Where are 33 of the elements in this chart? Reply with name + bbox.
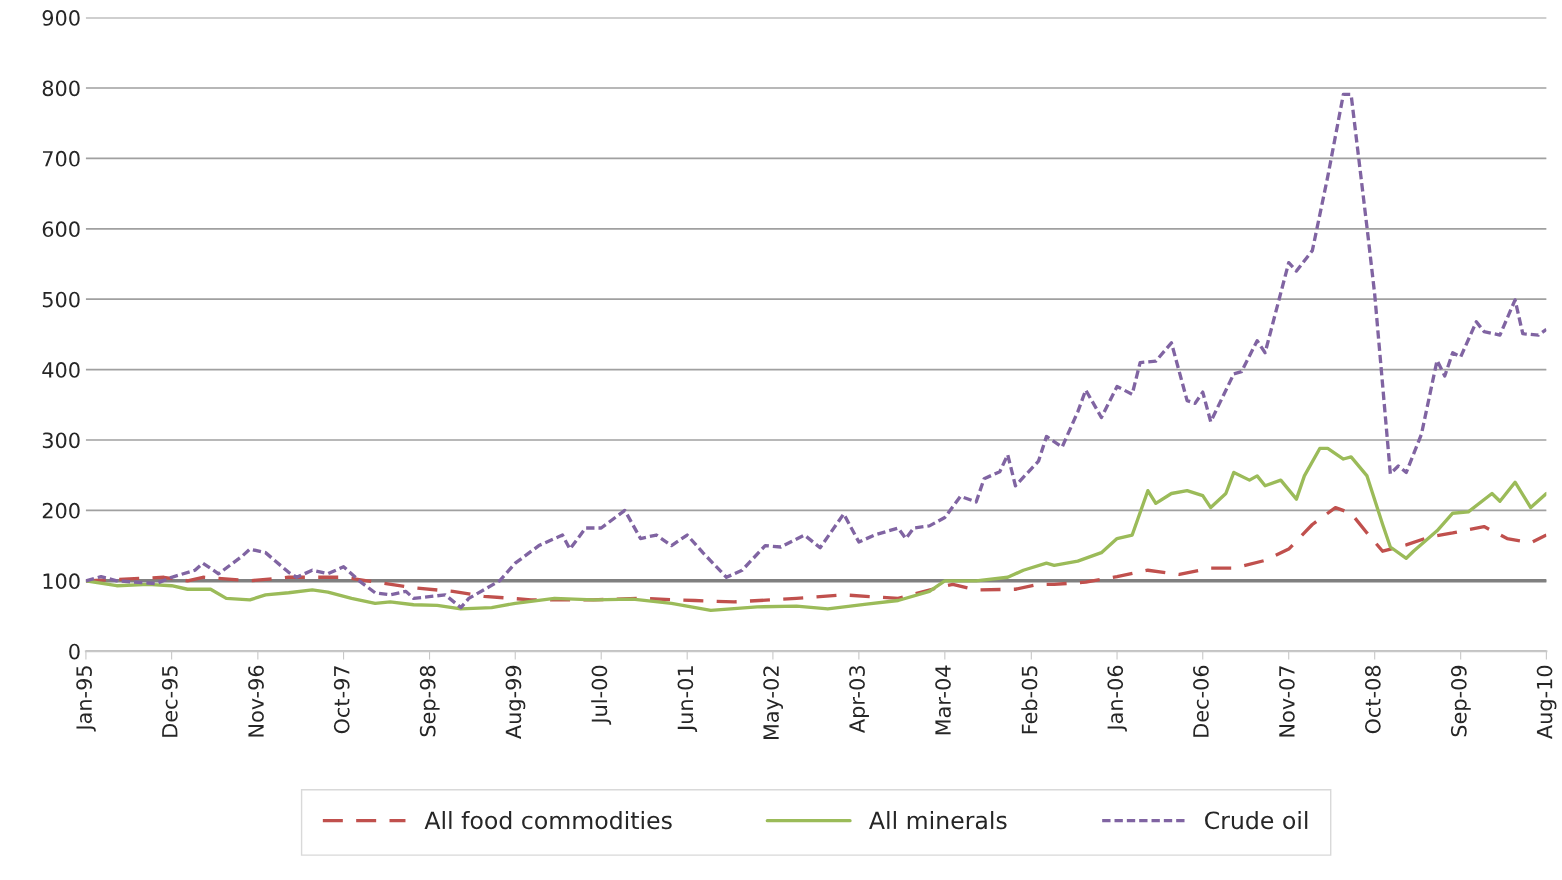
y-tick-label: 200: [42, 502, 80, 519]
x-tick-label: Jul-00: [591, 665, 612, 725]
x-tick-label: Sep-09: [1450, 665, 1471, 737]
y-tick-label: 700: [42, 150, 80, 167]
y-tick-label: 600: [42, 221, 80, 238]
line-series: [85, 92, 1547, 610]
y-tick-label: 500: [42, 291, 80, 308]
y-tick-label: 900: [42, 10, 80, 26]
legend-label: All minerals: [869, 810, 1007, 830]
x-tick-label: Nov-96: [248, 665, 264, 737]
x-tick-label: Oct-08: [1364, 665, 1381, 734]
y-tick-label: 800: [42, 80, 80, 97]
x-tick-label: Dec-95: [161, 666, 178, 737]
legend-label: All food commodities: [424, 810, 672, 830]
x-tick-label: Oct-97: [333, 666, 350, 734]
x-tick-label: Apr-03: [849, 666, 869, 733]
x-tick-label: Mar-04: [935, 665, 951, 735]
x-tick-label: Jan-06: [1107, 665, 1127, 732]
x-tick-label: Aug-10: [1536, 665, 1557, 739]
line-series: [85, 446, 1547, 613]
y-tick-label: 100: [43, 573, 80, 590]
x-tick-label: May-02: [763, 666, 783, 740]
x-tick-label: Sep-98: [419, 665, 440, 737]
x-tick-label: Jan-95: [76, 666, 96, 732]
x-tick-label: Feb-05: [1021, 666, 1038, 734]
x-tick-label: Dec-06: [1193, 665, 1209, 737]
y-tick-label: 0: [69, 643, 80, 660]
x-tick-label: Aug-99: [505, 665, 526, 739]
x-tick-label: Nov-07: [1279, 666, 1295, 737]
y-tick-label: 300: [42, 432, 80, 449]
x-tick-label: Jun-01: [677, 666, 698, 733]
legend-label: Crude oil: [1205, 810, 1308, 830]
y-tick-label: 400: [42, 362, 80, 378]
